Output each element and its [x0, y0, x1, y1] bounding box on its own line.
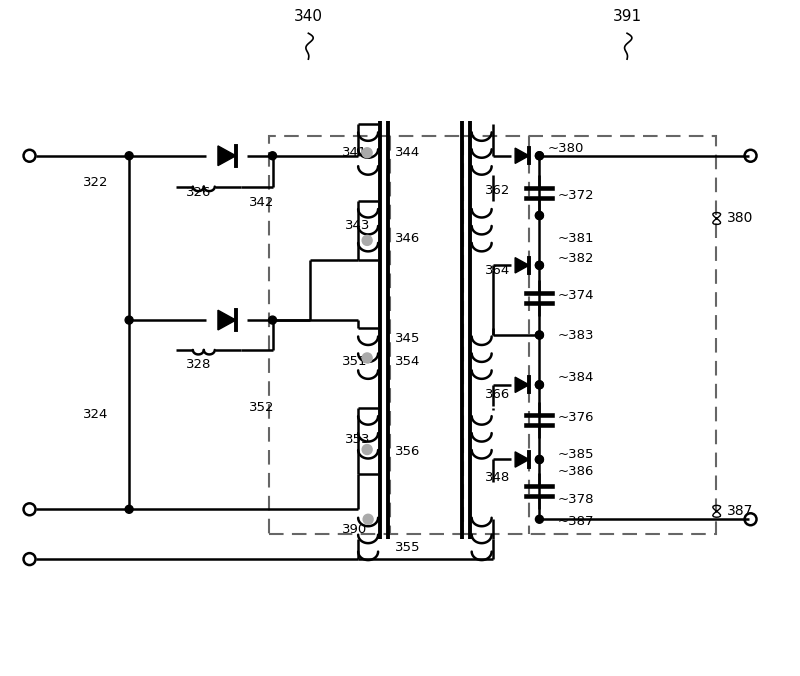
Text: ~385: ~385 — [558, 448, 594, 461]
Text: 354: 354 — [395, 356, 420, 368]
Polygon shape — [515, 148, 529, 164]
Circle shape — [535, 456, 543, 464]
Polygon shape — [218, 146, 236, 166]
Circle shape — [269, 316, 277, 324]
Circle shape — [535, 152, 543, 160]
Circle shape — [535, 262, 543, 269]
Text: 387: 387 — [726, 504, 753, 518]
Circle shape — [362, 235, 372, 245]
Polygon shape — [515, 258, 529, 273]
Circle shape — [362, 445, 372, 454]
Circle shape — [535, 152, 543, 160]
Text: 346: 346 — [395, 232, 420, 245]
Circle shape — [535, 515, 543, 523]
Text: 345: 345 — [395, 331, 420, 345]
Text: 390: 390 — [342, 523, 367, 535]
Circle shape — [535, 456, 543, 464]
Text: 322: 322 — [83, 176, 109, 189]
Text: 328: 328 — [186, 358, 211, 371]
Text: 342: 342 — [249, 196, 274, 209]
Circle shape — [363, 514, 373, 524]
Circle shape — [535, 212, 543, 220]
Circle shape — [535, 331, 543, 339]
Text: ~374: ~374 — [558, 289, 594, 301]
Circle shape — [535, 381, 543, 389]
Text: 356: 356 — [395, 445, 420, 458]
Text: 355: 355 — [395, 541, 421, 554]
Text: 340: 340 — [294, 9, 323, 24]
Text: 348: 348 — [485, 471, 510, 484]
Circle shape — [535, 381, 543, 389]
Polygon shape — [515, 377, 529, 393]
Circle shape — [125, 152, 133, 160]
Text: 351: 351 — [342, 356, 368, 368]
Polygon shape — [218, 310, 236, 330]
Polygon shape — [515, 452, 529, 467]
Circle shape — [362, 148, 372, 158]
Text: ~386: ~386 — [558, 465, 594, 478]
Text: 352: 352 — [249, 402, 274, 414]
Text: ~384: ~384 — [558, 371, 594, 385]
Circle shape — [125, 316, 133, 324]
Text: 391: 391 — [613, 9, 642, 24]
Text: ~381: ~381 — [558, 232, 594, 245]
Bar — [269, 136, 462, 534]
Circle shape — [535, 212, 543, 220]
Text: ~378: ~378 — [558, 493, 594, 506]
Circle shape — [362, 353, 372, 363]
Text: 364: 364 — [485, 264, 510, 276]
Text: 380: 380 — [726, 212, 753, 226]
Circle shape — [269, 152, 277, 160]
Text: 344: 344 — [395, 146, 420, 160]
Text: ~372: ~372 — [558, 189, 594, 202]
Text: 326: 326 — [186, 186, 211, 199]
Circle shape — [535, 331, 543, 339]
Text: ~383: ~383 — [558, 329, 594, 341]
Text: ~382: ~382 — [558, 252, 594, 265]
Circle shape — [125, 505, 133, 513]
Text: ~380: ~380 — [547, 142, 584, 155]
Text: 343: 343 — [346, 219, 370, 232]
Text: 324: 324 — [83, 408, 109, 421]
Text: 341: 341 — [342, 146, 368, 160]
Text: ~387: ~387 — [558, 514, 594, 528]
Text: 362: 362 — [485, 184, 510, 197]
Bar — [462, 136, 716, 534]
Text: 353: 353 — [346, 433, 370, 446]
Text: ~376: ~376 — [558, 411, 594, 424]
Text: 366: 366 — [485, 388, 510, 402]
Circle shape — [535, 262, 543, 269]
